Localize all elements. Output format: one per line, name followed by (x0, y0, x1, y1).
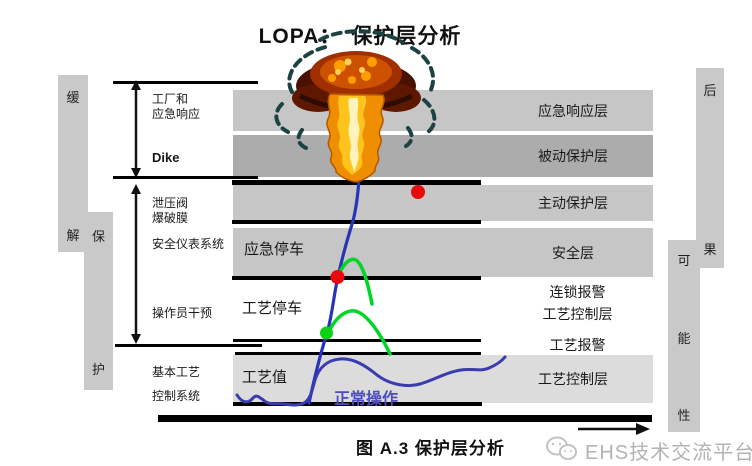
rail-char: 保 (91, 229, 105, 244)
band-label: 工艺控制层 (538, 371, 608, 387)
layer-line-1 (232, 180, 481, 185)
divider-line-top-left (113, 81, 258, 84)
band-safety-layer: 安全层 (233, 228, 653, 277)
band-emergency-response-layer: 应急响应层 (233, 90, 653, 131)
label-process-shutdown: 工艺停车 (242, 300, 303, 317)
label-interlock-alarm: 连锁报警 (549, 284, 606, 300)
label-process-value: 工艺值 (242, 369, 288, 386)
rail-char: 性 (677, 408, 691, 423)
rail-char: 后 (703, 83, 717, 98)
rail-char: 解 (66, 228, 80, 243)
up-down-arrow-icon (131, 184, 141, 344)
watermark-text: EHS技术交流平台 (585, 442, 752, 464)
rail-char: 可 (677, 253, 691, 268)
rail-mitigation: 缓 解 (58, 75, 88, 252)
label-process-control-layer: 工艺控制层 (542, 306, 613, 322)
layer-line-3 (232, 276, 481, 280)
rail-likelihood: 可 能 性 (668, 240, 700, 432)
label-safety-instrumented-system: 安全仪表系统 (152, 237, 225, 251)
page-title: LOPA： 保护层分析 (190, 20, 530, 50)
figure-caption: 图 A.3 保护层分析 (356, 439, 505, 458)
title-main: 保护层分析 (351, 25, 462, 48)
layer-line-4 (233, 339, 481, 342)
band-label: 主动保护层 (538, 195, 608, 211)
rail-protection: 保 护 (84, 212, 113, 390)
layer-line-2 (232, 220, 481, 224)
label-basic-process-control-system: 基本工艺 控制系统 (152, 365, 201, 403)
rail-char: 能 (677, 330, 691, 346)
label-emergency-shutdown: 应急停车 (244, 241, 305, 258)
wechat-icon (546, 436, 577, 460)
title-prefix: LOPA： (258, 25, 342, 48)
event-dot-green-alarm (320, 326, 333, 340)
band-label: 安全层 (552, 244, 594, 261)
recovery-curve-lower (327, 309, 392, 356)
band-passive-protection-layer: 被动保护层 (233, 135, 653, 177)
rail-char: 缓 (66, 90, 80, 105)
label-normal-operation: 正常操作 (334, 391, 399, 408)
band-process-control-layer: 工艺控制层 (233, 355, 653, 403)
label-process-alarm: 工艺报警 (549, 337, 606, 353)
right-arrow-icon (578, 423, 650, 435)
up-down-arrow-icon (131, 80, 141, 178)
label-dike: Dike (152, 150, 180, 165)
label-relief-valve-rupture-disc: 泄压阀 爆破膜 (152, 196, 189, 225)
band-label: 应急响应层 (538, 102, 608, 119)
band-label: 被动保护层 (538, 148, 608, 164)
rail-char: 护 (91, 362, 105, 377)
label-operator-intervention: 操作员干预 (152, 306, 213, 320)
layer-line-5 (235, 352, 481, 355)
band-active-protection-layer: 主动保护层 (233, 185, 653, 221)
rail-consequence: 后 果 (696, 68, 724, 268)
rail-char: 果 (703, 242, 717, 257)
label-plant-emergency-response: 工厂和 应急响应 (152, 92, 201, 121)
bottom-bar (158, 415, 652, 422)
divider-line-mid-left (113, 176, 258, 179)
divider-line-low-left (115, 344, 262, 347)
